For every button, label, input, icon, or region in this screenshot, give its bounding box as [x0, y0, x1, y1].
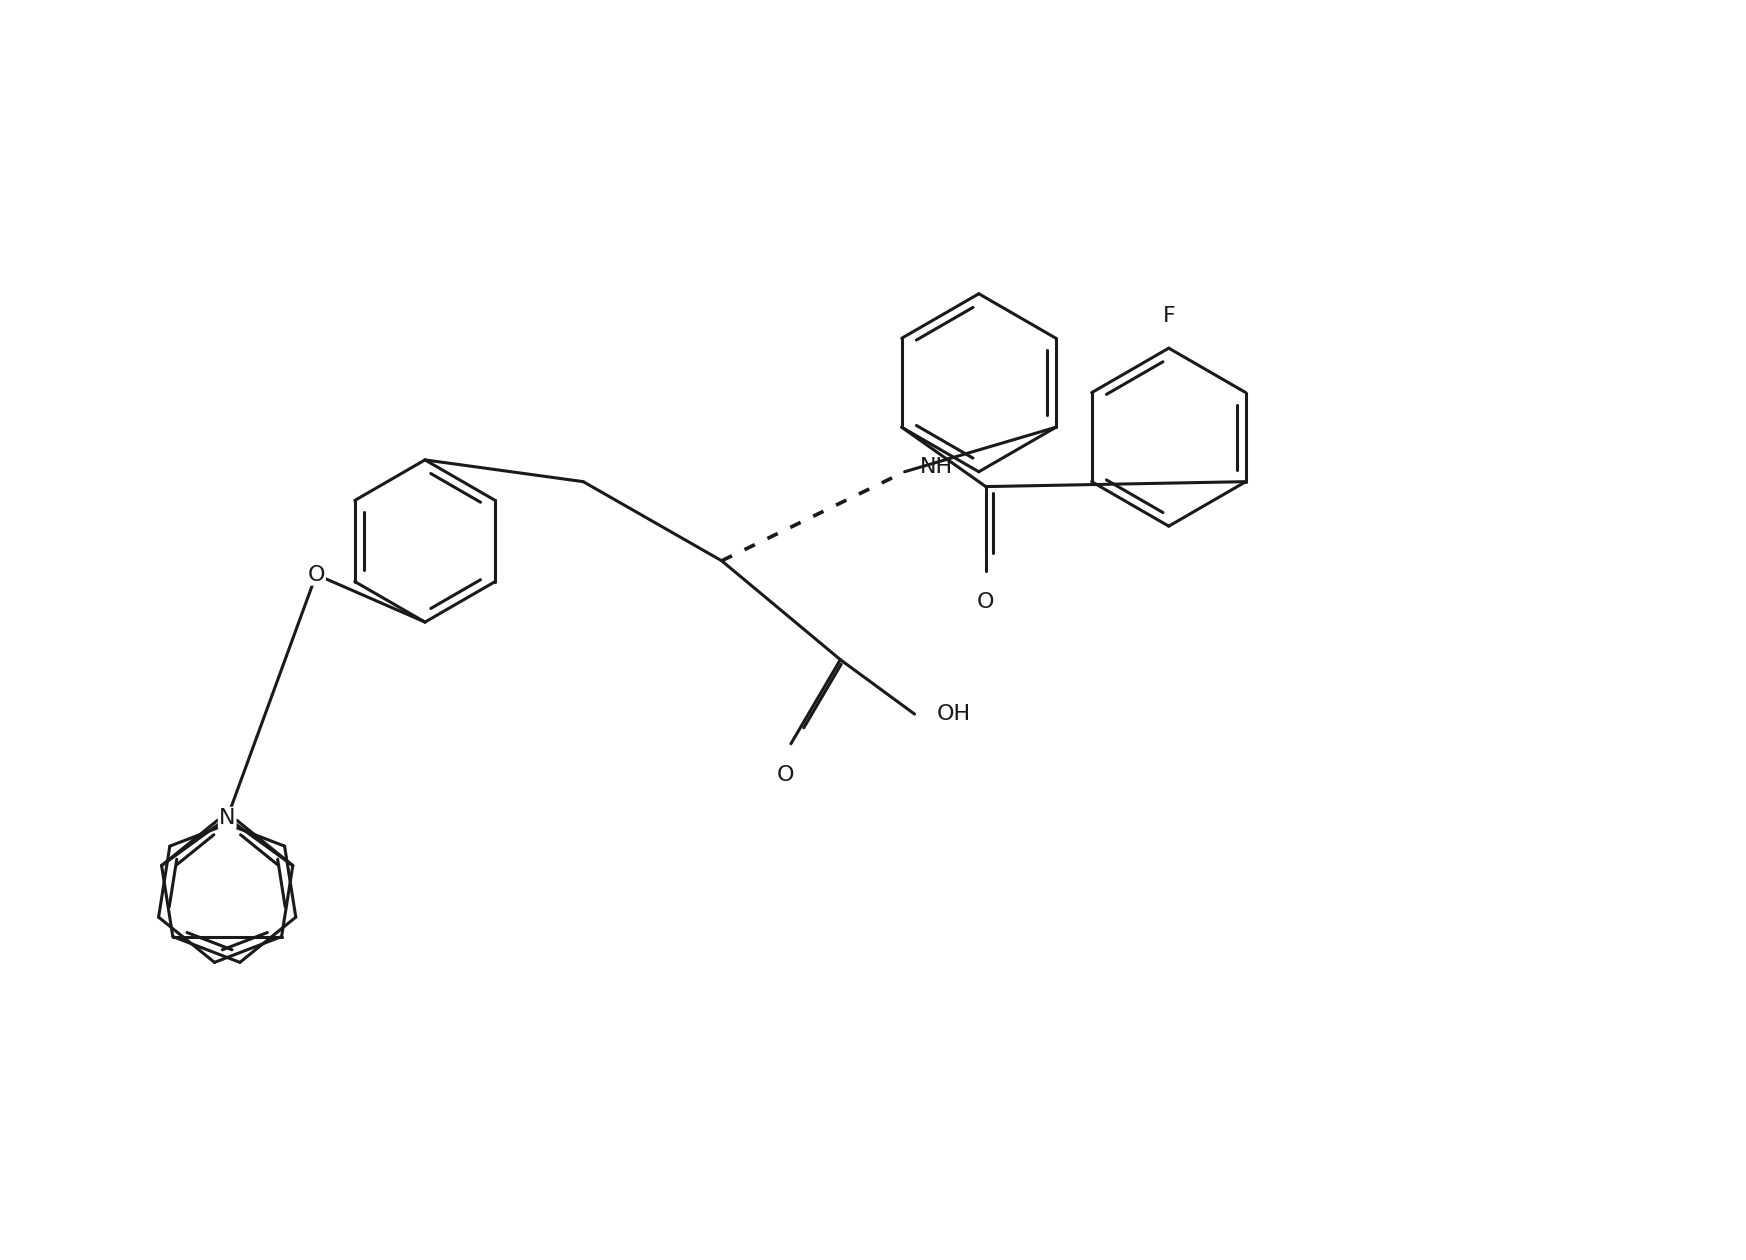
- Text: N: N: [218, 808, 236, 828]
- Text: F: F: [1163, 306, 1175, 326]
- Text: O: O: [307, 564, 325, 585]
- Text: NH: NH: [920, 457, 953, 476]
- Text: OH: OH: [936, 704, 971, 724]
- Text: O: O: [777, 766, 794, 785]
- Text: O: O: [978, 592, 995, 612]
